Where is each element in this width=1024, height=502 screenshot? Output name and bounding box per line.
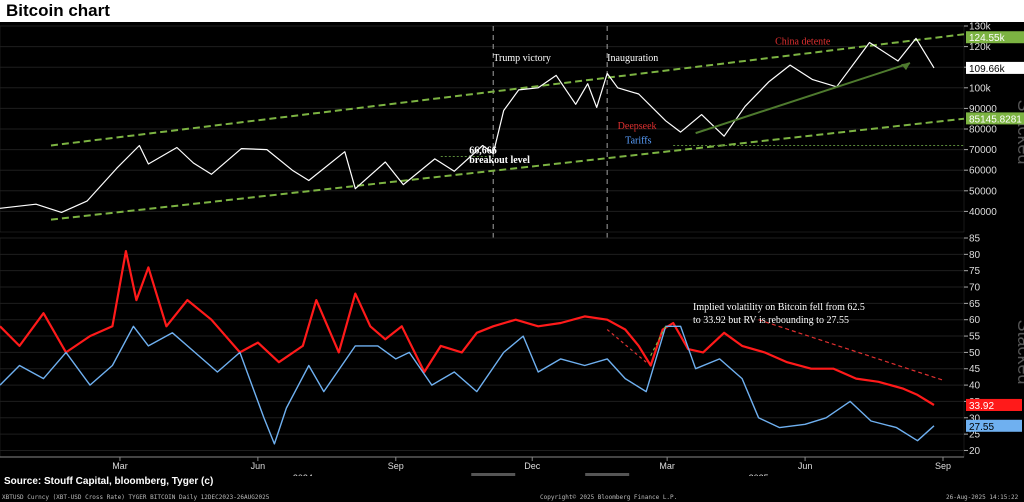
vol-extra-label-text: 33.92 xyxy=(969,401,994,412)
price-tick-label: 90000 xyxy=(969,104,997,115)
price-tick-label: 60000 xyxy=(969,166,997,177)
vol-tick-label: 55 xyxy=(969,332,981,343)
vol-tick-label: 25 xyxy=(969,430,981,441)
vol-tick-label: 65 xyxy=(969,299,981,310)
price-tick-label: 80000 xyxy=(969,125,997,136)
vol-tick-label: 20 xyxy=(969,446,981,457)
vol-watermark: Stacked xyxy=(1014,319,1024,384)
chart-area: Stacked 40000 50000 60000 70000 80000 90000 100… xyxy=(0,22,1024,476)
price-label-text: 124.55k xyxy=(969,33,1006,44)
vol-down-arrow xyxy=(606,329,647,363)
vol-tick-label: 75 xyxy=(969,266,981,277)
price-label-box xyxy=(966,31,1024,44)
volatility-panel: Stacked202530354045505560657075808540.84… xyxy=(0,234,1024,458)
page-title: Bitcoin chart xyxy=(0,0,1024,22)
price-panel: Stacked 40000 50000 60000 70000 80000 90000 100… xyxy=(0,22,1024,457)
price-annotation: Deepseek xyxy=(618,121,657,132)
vol-tick-label: 50 xyxy=(969,348,981,359)
vol-tick-label: 85 xyxy=(969,234,981,245)
price-annotation: Inauguration xyxy=(607,53,658,64)
x-tick-label: Mar xyxy=(112,461,128,471)
vol-tick-label: 45 xyxy=(969,364,981,375)
trend-channel-line xyxy=(50,117,965,221)
copyright: Copyright© 2025 Bloomberg Finance L.P. xyxy=(540,494,678,501)
trend-arrowhead xyxy=(901,63,911,71)
timestamp: 26-Aug-2025 14:15:22 xyxy=(946,494,1019,501)
x-tick-label: Sep xyxy=(388,461,404,471)
price-tick-label: 130k xyxy=(969,22,992,33)
x-year-label: 2025 xyxy=(749,473,769,476)
x-year-label: 2024 xyxy=(293,473,313,476)
price-watermark: Stacked xyxy=(1014,99,1024,164)
price-tick-label: 40000 xyxy=(969,207,997,218)
x-date-box xyxy=(585,473,630,476)
x-tick-label: Mar xyxy=(659,461,675,471)
price-tick-label: 50000 xyxy=(969,186,997,197)
vol-annotation-line: to 33.92 but RV is rebounding to 27.55 xyxy=(693,315,849,326)
x-tick-label: Sep xyxy=(935,461,951,471)
x-tick-label: Jun xyxy=(798,461,813,471)
price-annotation: 66,666 xyxy=(469,146,497,157)
price-annotation: Tariffs xyxy=(625,135,651,146)
price-tick-label: 100k xyxy=(969,83,992,94)
trend-arrow xyxy=(695,62,911,135)
x-date-box xyxy=(471,473,516,476)
x-axis: MarJunSepDecMarJunSep2024202511/5/20241/… xyxy=(0,456,964,476)
vol-annotation-line: Implied volatility on Bitcoin fell from … xyxy=(693,302,865,313)
price-label-text: 109.66k xyxy=(969,64,1006,75)
x-tick-label: Jun xyxy=(251,461,266,471)
price-annotation: Trump victory xyxy=(493,53,551,64)
vol-last-label-text: 27.55 xyxy=(969,422,994,433)
footer-bar: XBTUSD Curncy (XBT-USD Cross Rate) TYGER… xyxy=(0,492,1024,502)
ticker-info: XBTUSD Curncy (XBT-USD Cross Rate) TYGER… xyxy=(2,494,270,501)
vol-panel-frame xyxy=(0,237,965,458)
vol-extra-label-box xyxy=(966,398,1022,411)
vol-tick-label: 70 xyxy=(969,283,981,294)
vol-tick-label: 60 xyxy=(969,315,981,326)
x-tick-label: Dec xyxy=(524,461,541,471)
price-label-text: 85145.8281 xyxy=(969,114,1022,125)
realized-vol-line xyxy=(0,325,935,445)
price-label-box xyxy=(966,61,1024,74)
vol-tick-label: 40 xyxy=(969,381,981,392)
price-tick-label: 70000 xyxy=(969,145,997,156)
price-annotation: China detente xyxy=(775,37,831,48)
price-line xyxy=(0,37,935,213)
source-note: Source: Stouff Capital, bloomberg, Tyger… xyxy=(4,476,214,487)
price-tick-label: 120k xyxy=(969,42,992,53)
implied-vol-line xyxy=(0,250,935,406)
vol-tick-label: 30 xyxy=(969,413,981,424)
vol-trend-arrow xyxy=(758,319,944,381)
vol-tick-label: 80 xyxy=(969,250,981,261)
price-annotation: breakout level xyxy=(469,155,530,166)
vol-last-label-box xyxy=(966,419,1022,432)
price-label-box xyxy=(966,112,1024,125)
